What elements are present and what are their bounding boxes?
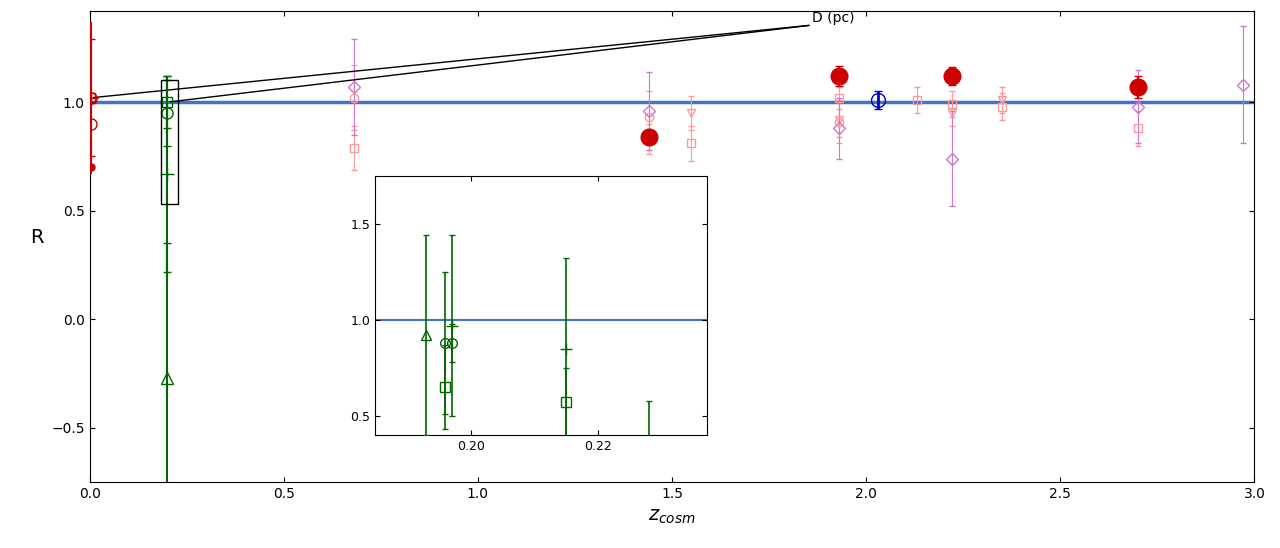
Y-axis label: R: R xyxy=(31,227,44,247)
Bar xyxy=(161,81,178,204)
Text: D (pc): D (pc) xyxy=(812,11,854,25)
X-axis label: $z_{cosm}$: $z_{cosm}$ xyxy=(648,507,696,526)
